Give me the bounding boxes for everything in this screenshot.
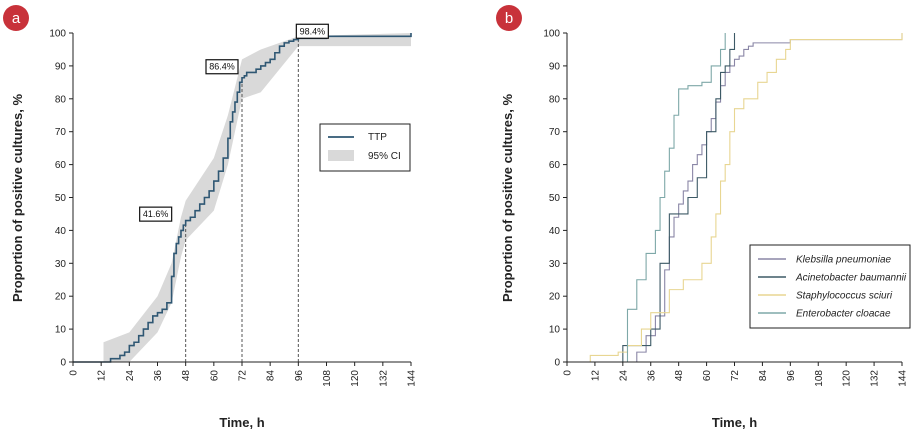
x-tick-label: 12 — [590, 370, 601, 382]
x-tick-label: 0 — [69, 370, 80, 376]
x-tick-label: 24 — [618, 370, 629, 382]
x-tick-label: 48 — [181, 370, 192, 382]
legend-swatch — [328, 150, 354, 161]
x-tick-label: 108 — [322, 370, 333, 387]
legend-label: Staphylococcus sciuri — [796, 291, 893, 302]
y-tick-label: 60 — [55, 160, 67, 171]
panel-badge-circle — [3, 5, 29, 31]
y-tick-label: 90 — [55, 61, 67, 72]
x-tick-label: 144 — [407, 370, 418, 387]
annotation-label: 98.4% — [300, 26, 326, 36]
y-tick-label: 30 — [55, 259, 67, 270]
legend-label: Enterobacter cloacae — [796, 309, 891, 320]
y-tick-label: 40 — [549, 226, 561, 237]
y-tick-label: 0 — [554, 358, 560, 369]
legend-label: TTP — [368, 132, 387, 143]
annotation-box — [139, 206, 173, 222]
legend-label: Acinetobacter baumannii — [795, 273, 907, 284]
y-axis-label: Proportion of positive cultures, % — [500, 94, 515, 302]
panel-label: b — [505, 10, 513, 27]
y-tick-label: 100 — [49, 29, 66, 40]
x-tick-label: 120 — [842, 370, 853, 387]
y-tick-label: 70 — [55, 127, 67, 138]
x-tick-label: 72 — [238, 370, 249, 382]
y-tick-label: 10 — [55, 325, 67, 336]
annotation-label: 41.6% — [143, 209, 169, 219]
x-tick-label: 108 — [814, 370, 825, 387]
x-tick-label: 36 — [646, 370, 657, 382]
x-tick-label: 144 — [898, 370, 909, 387]
annotation: 86.4% — [205, 59, 239, 75]
y-tick-label: 70 — [549, 127, 561, 138]
x-tick-label: 132 — [870, 370, 881, 387]
y-tick-label: 50 — [549, 193, 561, 204]
y-tick-label: 20 — [55, 292, 67, 303]
x-tick-label: 96 — [294, 370, 305, 382]
legend: TTP 95% CI — [319, 123, 411, 172]
panel-badge-a: a — [3, 5, 29, 31]
ci-band — [103, 33, 411, 362]
y-tick-label: 30 — [549, 259, 561, 270]
x-tick-label: 36 — [153, 370, 164, 382]
chart-panel-a: a 41.6% 86.4% 98.4% 0 10 20 30 40 50 60 70 80 90 100 0 1… — [3, 5, 418, 430]
y-tick-label: 80 — [55, 94, 67, 105]
chart-panel-b: b 0 10 20 30 40 50 60 70 80 90 100 0 12 24 36 48 60 72 84 96… — [496, 5, 911, 430]
annotation-box — [205, 59, 239, 75]
y-tick-label: 20 — [549, 292, 561, 303]
x-tick-label: 120 — [350, 370, 361, 387]
series-line-3 — [567, 33, 726, 363]
x-tick-label: 84 — [266, 370, 277, 382]
annotation: 98.4% — [295, 23, 329, 39]
panel-badge-circle — [496, 5, 522, 31]
x-tick-label: 0 — [563, 370, 574, 376]
x-tick-label: 72 — [730, 370, 741, 382]
series-line-1 — [567, 33, 736, 363]
y-tick-label: 0 — [60, 358, 66, 369]
x-tick-label: 60 — [702, 370, 713, 382]
panel-badge-b: b — [496, 5, 522, 31]
x-tick-label: 12 — [97, 370, 108, 382]
x-tick-label: 24 — [125, 370, 136, 382]
y-tick-label: 80 — [549, 94, 561, 105]
x-tick-label: 96 — [786, 370, 797, 382]
legend: Klebsilla pneumoniae Acinetobacter bauman… — [749, 244, 911, 329]
x-tick-label: 84 — [758, 370, 769, 382]
y-tick-label: 90 — [549, 61, 561, 72]
y-tick-label: 60 — [549, 160, 561, 171]
x-tick-label: 132 — [378, 370, 389, 387]
annotation: 41.6% — [139, 206, 173, 222]
legend-label: Klebsilla pneumoniae — [796, 255, 892, 266]
y-tick-label: 40 — [55, 226, 67, 237]
legend-box — [319, 123, 411, 172]
series-line-0 — [73, 33, 412, 363]
y-axis-label: Proportion of positive cultures, % — [10, 94, 25, 302]
panel-label: a — [12, 10, 21, 27]
x-axis-label: Time, h — [219, 415, 264, 430]
y-tick-label: 50 — [55, 193, 67, 204]
y-tick-label: 100 — [543, 29, 560, 40]
x-tick-label: 48 — [674, 370, 685, 382]
y-tick-label: 10 — [549, 325, 561, 336]
x-axis-label: Time, h — [712, 415, 757, 430]
x-tick-label: 60 — [209, 370, 220, 382]
series-line-2 — [567, 33, 903, 363]
annotation-label: 86.4% — [209, 62, 235, 72]
legend-label: 95% CI — [368, 151, 401, 162]
annotation-box — [295, 23, 329, 39]
